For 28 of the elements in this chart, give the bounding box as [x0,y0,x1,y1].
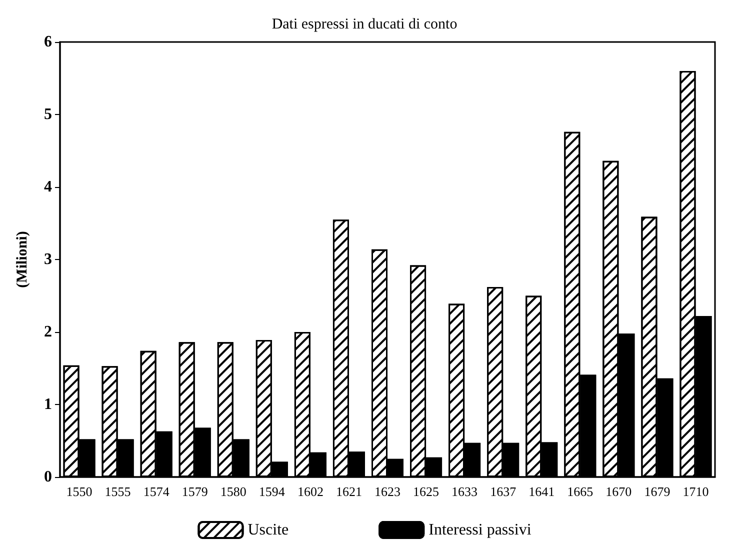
x-tick-label: 1625 [413,484,440,499]
x-tick-label: 1580 [220,484,246,499]
x-tick-label: 1665 [567,484,594,499]
y-tick-label: 3 [44,251,52,268]
chart-title: Dati espressi in ducati di conto [272,16,458,32]
x-tick-label: 1641 [528,484,555,499]
y-axis-title: (Milioni) [14,231,30,288]
x-tick-label: 1623 [374,484,400,499]
y-tick-label: 2 [44,324,52,340]
x-tick-label: 1550 [66,484,92,499]
x-tick-label: 1594 [258,484,286,499]
y-tick-label: 4 [44,178,52,196]
x-tick-label: 1637 [490,484,517,499]
x-tick-label: 1670 [606,484,632,499]
x-tick-label: 1633 [452,484,478,499]
legend-label: Uscite [248,522,289,538]
x-tick-label: 1579 [182,484,208,499]
x-tick-label: 1710 [682,484,709,499]
x-tick-label: 1574 [143,484,170,499]
y-tick-label: 6 [44,34,52,50]
y-tick-label: 5 [44,106,52,123]
x-tick-label: 1555 [104,484,131,499]
x-tick-label: 1679 [644,484,670,499]
y-tick-label: 1 [44,396,52,413]
x-tick-label: 1602 [297,484,324,499]
y-tick-label: 0 [44,468,52,486]
legend-label: Interessi passivi [428,522,532,538]
x-tick-label: 1621 [336,484,362,499]
